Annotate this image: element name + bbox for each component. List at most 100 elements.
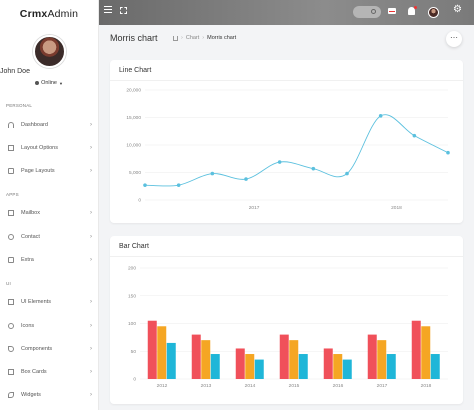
bar — [298, 354, 308, 379]
data-point — [446, 150, 450, 155]
bar — [421, 326, 431, 379]
sidebar-item-ui-elements[interactable]: UI Elements › — [0, 294, 99, 310]
extra-icon — [8, 257, 14, 263]
x-tick-label: 2015 — [289, 383, 300, 389]
y-tick-label: 200 — [128, 266, 136, 272]
chevron-right-icon: › — [90, 145, 92, 151]
fullscreen-icon[interactable] — [120, 7, 127, 14]
bar — [191, 334, 201, 379]
x-tick-label: 2012 — [157, 383, 168, 389]
y-tick-label: 10,000 — [126, 143, 141, 149]
chevron-right-icon: › — [90, 122, 92, 128]
bell-icon[interactable] — [408, 7, 415, 15]
y-tick-label: 15,000 — [126, 115, 141, 121]
widgets-icon — [8, 392, 14, 398]
y-tick-label: 100 — [128, 321, 136, 327]
sidebar-item-page-layouts[interactable]: Page Layouts › — [0, 163, 99, 179]
chevron-right-icon: › — [90, 210, 92, 216]
sidebar-item-widgets[interactable]: Widgets › — [0, 387, 99, 403]
bar — [235, 348, 245, 379]
sidebar-item-contact[interactable]: Contact › — [0, 229, 99, 245]
user-avatar-button[interactable] — [428, 7, 439, 18]
data-point — [345, 171, 349, 176]
page-icon — [8, 168, 14, 174]
x-tick-label: 2017 — [249, 205, 260, 211]
line-chart-card: Line Chart 0 5,000 10,000 15,000 20,000 2017 2… — [110, 60, 463, 223]
home-icon[interactable] — [173, 35, 178, 41]
breadcrumb: › Chart › Morris chart — [173, 35, 236, 41]
mail-icon — [8, 210, 14, 216]
status-dot-icon — [35, 81, 40, 85]
data-point — [378, 114, 383, 118]
sidebar-item-layout-options[interactable]: Layout Options › — [0, 140, 99, 156]
y-tick-label: 150 — [128, 293, 136, 299]
sidebar-item-label: Extra — [21, 257, 34, 263]
y-tick-label: 5,000 — [129, 170, 141, 176]
y-tick-label: 0 — [133, 377, 136, 383]
y-tick-label: 50 — [131, 349, 137, 355]
breadcrumb-separator: › — [202, 35, 205, 41]
bar — [289, 340, 299, 379]
sidebar-item-label: Layout Options — [21, 145, 58, 151]
bar — [333, 354, 343, 379]
sidebar-item-label: Box Cards — [21, 369, 47, 375]
sidebar-item-label: Page Layouts — [21, 168, 55, 174]
sidebar-item-box-cards[interactable]: Box Cards › — [0, 364, 99, 380]
search-icon[interactable] — [371, 9, 376, 14]
brand-rest: Admin — [47, 8, 79, 20]
data-point — [176, 183, 181, 187]
search-input[interactable] — [353, 6, 381, 18]
x-tick-label: 2017 — [377, 383, 388, 389]
notification-badge — [414, 6, 417, 9]
x-tick-label: 2018 — [421, 383, 432, 389]
page-title: Morris chart — [110, 33, 158, 43]
more-options-button[interactable]: ⋯ — [446, 31, 462, 47]
bar — [377, 340, 387, 379]
sidebar-item-label: UI Elements — [21, 299, 51, 305]
box-cards-icon — [8, 369, 14, 375]
y-tick-label: 20,000 — [126, 88, 141, 94]
chevron-right-icon: › — [90, 369, 92, 375]
card-divider — [110, 80, 463, 81]
icons-icon — [8, 323, 14, 329]
user-status-dropdown[interactable]: Online ▼ — [0, 80, 98, 86]
bar — [157, 326, 167, 379]
card-divider — [110, 256, 463, 257]
data-point — [311, 166, 316, 171]
y-tick-label: 0 — [138, 198, 141, 204]
chevron-right-icon: › — [90, 234, 92, 240]
chevron-right-icon: › — [90, 392, 92, 398]
bar — [254, 359, 264, 379]
chevron-right-icon: › — [90, 299, 92, 305]
menu-toggle-icon[interactable] — [104, 6, 112, 15]
data-point — [277, 160, 282, 164]
bar-chart-card: Bar Chart 0 50 100 150 200 2012 2013 2014 2015 20… — [110, 236, 463, 404]
sidebar: Crmx Admin John Doe Online ▼ PERSONAL Das… — [0, 0, 99, 410]
bar — [411, 320, 421, 379]
breadcrumb-separator: › — [181, 35, 183, 41]
breadcrumb-chart[interactable]: Chart — [185, 35, 200, 41]
contact-icon — [8, 234, 14, 240]
series-line — [144, 114, 449, 187]
section-ui: UI — [6, 281, 11, 286]
chevron-right-icon: › — [90, 257, 92, 263]
bar — [245, 354, 255, 379]
gear-icon[interactable]: ⚙ — [453, 4, 462, 15]
data-point — [210, 171, 215, 176]
brand-logo[interactable]: Crmx Admin — [0, 0, 98, 28]
sidebar-item-icons[interactable]: Icons › — [0, 318, 99, 334]
line-chart: 0 5,000 10,000 15,000 20,000 2017 2018 — [126, 88, 450, 211]
mail-notification-icon[interactable] — [388, 8, 396, 14]
sidebar-item-mailbox[interactable]: Mailbox › — [0, 205, 99, 221]
bar — [430, 354, 440, 379]
sidebar-item-dashboard[interactable]: Dashboard › — [0, 117, 99, 133]
user-status-label: Online — [41, 80, 57, 86]
bar — [166, 342, 176, 379]
avatar[interactable] — [33, 35, 66, 68]
breadcrumb-current: Morris chart — [207, 35, 237, 41]
sidebar-item-components[interactable]: Components › — [0, 341, 99, 357]
sidebar-item-label: Components — [21, 346, 53, 352]
bar — [210, 354, 220, 379]
section-apps: APPS — [6, 192, 19, 197]
sidebar-item-extra[interactable]: Extra › — [0, 252, 99, 268]
